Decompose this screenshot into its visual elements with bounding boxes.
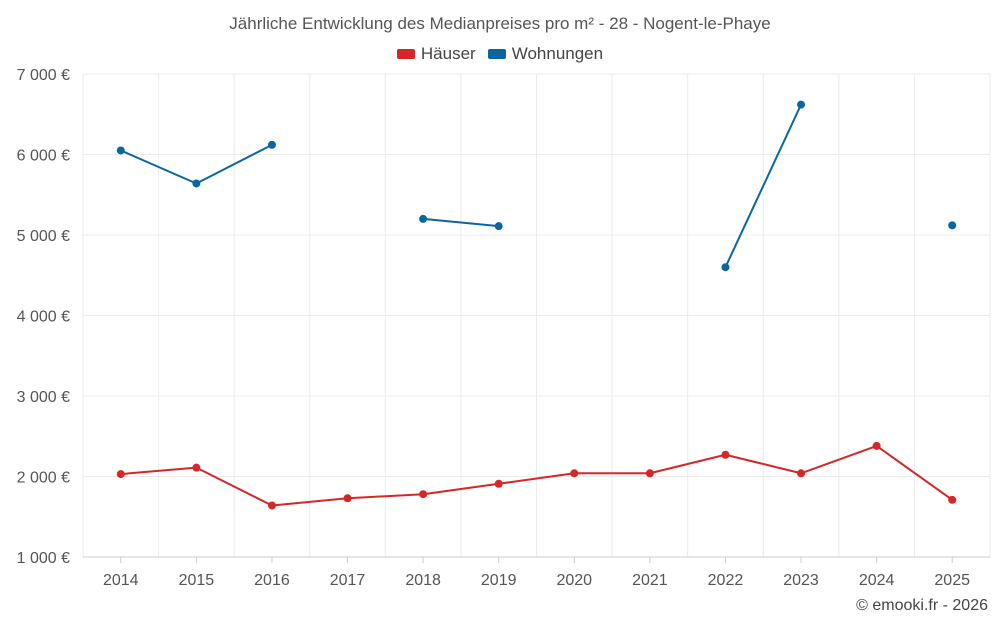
legend-swatch-wohnungen	[487, 49, 506, 59]
data-point-haeuser[interactable]	[645, 469, 654, 478]
data-point-wohnungen[interactable]	[797, 100, 806, 109]
chart-title: Jährliche Entwicklung des Medianpreises …	[229, 14, 771, 33]
x-tick-label: 2015	[179, 572, 215, 589]
x-tick-label: 2019	[481, 572, 517, 589]
data-point-wohnungen[interactable]	[267, 140, 276, 149]
x-tick-label: 2020	[556, 572, 592, 589]
legend-label-wohnungen: Wohnungen	[511, 44, 604, 63]
data-point-haeuser[interactable]	[116, 470, 125, 479]
data-point-wohnungen[interactable]	[192, 179, 201, 188]
x-tick-label: 2014	[103, 572, 139, 589]
x-tick-label: 2024	[859, 572, 895, 589]
y-tick-label: 3 000 €	[17, 389, 70, 406]
x-tick-label: 2018	[405, 572, 441, 589]
series-line-haeuser	[120, 444, 953, 507]
y-tick-label: 4 000 €	[17, 309, 70, 326]
data-point-wohnungen[interactable]	[494, 222, 503, 231]
data-point-wohnungen[interactable]	[116, 146, 125, 155]
y-tick-label: 2 000 €	[17, 470, 70, 487]
x-tick-label: 2017	[330, 572, 366, 589]
data-point-haeuser[interactable]	[948, 495, 957, 504]
data-point-haeuser[interactable]	[797, 469, 806, 478]
x-tick-label: 2022	[708, 572, 744, 589]
data-point-haeuser[interactable]	[872, 441, 881, 450]
data-point-haeuser[interactable]	[494, 479, 503, 488]
x-tick-label: 2023	[783, 572, 819, 589]
series-line-wohnungen	[120, 143, 273, 185]
x-tick-label: 2025	[934, 572, 970, 589]
series-line-wohnungen	[423, 217, 499, 228]
data-point-wohnungen[interactable]	[419, 214, 428, 223]
legend-swatch-haeuser	[396, 49, 415, 59]
x-tick-label: 2016	[254, 572, 290, 589]
data-point-wohnungen[interactable]	[721, 263, 730, 272]
copyright: © emooki.fr - 2026	[856, 597, 988, 614]
data-point-haeuser[interactable]	[570, 469, 579, 478]
legend-item-wohnungen[interactable]: Wohnungen	[487, 44, 604, 64]
series-line-wohnungen	[724, 104, 802, 268]
y-tick-label: 5 000 €	[17, 228, 70, 245]
data-point-haeuser[interactable]	[343, 494, 352, 503]
data-point-haeuser[interactable]	[267, 501, 276, 510]
y-tick-label: 7 000 €	[17, 67, 70, 84]
legend-label-haeuser: Häuser	[420, 44, 476, 63]
y-tick-label: 6 000 €	[17, 148, 70, 165]
legend-item-haeuser[interactable]: Häuser	[396, 44, 476, 64]
data-point-haeuser[interactable]	[192, 463, 201, 472]
x-tick-label: 2021	[632, 572, 668, 589]
data-point-haeuser[interactable]	[721, 450, 730, 459]
y-tick-label: 1 000 €	[17, 550, 70, 567]
data-point-wohnungen[interactable]	[948, 221, 957, 230]
data-point-haeuser[interactable]	[419, 490, 428, 499]
legend: Häuser Wohnungen	[0, 44, 1000, 64]
